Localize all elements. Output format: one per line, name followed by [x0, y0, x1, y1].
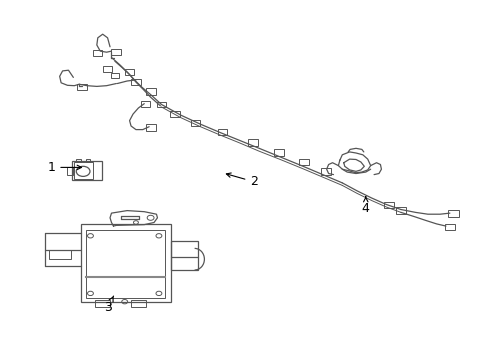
Bar [170, 111, 180, 117]
Bar [273, 149, 283, 156]
Bar [145, 88, 155, 95]
Text: 3: 3 [103, 296, 113, 314]
Bar [190, 120, 200, 126]
Bar [85, 159, 90, 162]
Bar [93, 50, 102, 56]
Bar [95, 300, 110, 307]
Bar [77, 84, 87, 90]
Bar [110, 73, 119, 78]
Bar [49, 250, 71, 259]
Bar [76, 159, 81, 162]
Bar [217, 129, 227, 135]
Bar [81, 224, 171, 302]
Text: 4: 4 [361, 197, 369, 215]
Bar [131, 300, 145, 307]
Bar [85, 230, 164, 298]
Bar [111, 49, 121, 55]
Bar [145, 124, 155, 131]
Bar [444, 224, 454, 230]
Text: 1: 1 [47, 161, 81, 174]
Bar [72, 161, 102, 180]
Bar [74, 162, 93, 179]
Bar [157, 102, 165, 107]
Bar [248, 139, 258, 146]
Bar [320, 168, 330, 175]
Bar [395, 207, 405, 214]
Bar [383, 202, 393, 208]
Bar [141, 101, 150, 107]
Bar [171, 241, 198, 270]
Bar [299, 159, 308, 165]
Bar [67, 167, 73, 175]
Bar [447, 210, 458, 217]
Bar [124, 69, 134, 75]
Bar [103, 66, 112, 72]
Bar [131, 79, 141, 85]
Text: 2: 2 [226, 173, 258, 188]
